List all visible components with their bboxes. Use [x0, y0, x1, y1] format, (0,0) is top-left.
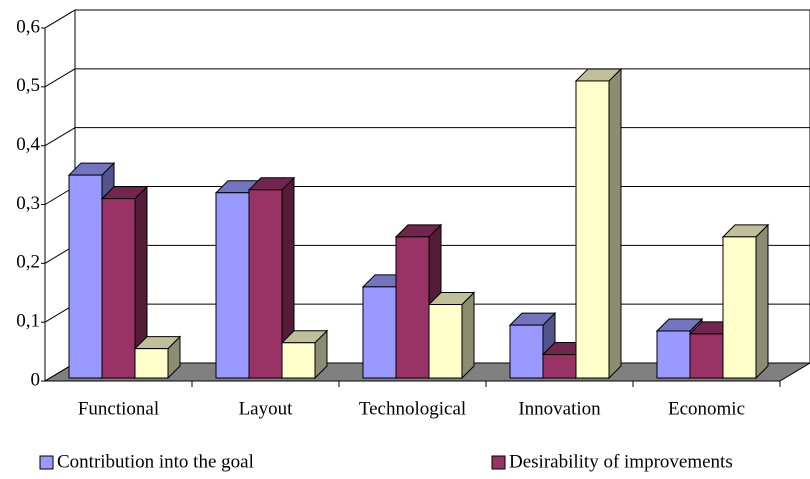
- bar-side: [755, 223, 769, 380]
- bar: [722, 236, 757, 379]
- y-tick-label: 0,6: [16, 16, 40, 37]
- x-tick-label: Innovation: [518, 398, 601, 419]
- x-tick-label: Functional: [78, 398, 159, 419]
- y-tick-label: 0,5: [16, 75, 40, 96]
- bar: [395, 236, 430, 379]
- bar: [248, 189, 283, 379]
- y-tick-label: 0: [31, 369, 41, 390]
- legend-label: Desirability of improvements: [509, 451, 733, 472]
- bar: [215, 192, 250, 379]
- grid-side: [44, 9, 76, 29]
- bar: [101, 198, 136, 379]
- x-tick-label: Economic: [668, 398, 745, 419]
- bar: [656, 330, 691, 379]
- grid-side: [44, 68, 76, 88]
- y-tick-label: 0,4: [16, 134, 40, 155]
- legend-swatch: [491, 455, 506, 470]
- y-tick-label: 0,3: [16, 193, 40, 214]
- bar: [509, 324, 544, 379]
- legend-swatch: [39, 455, 54, 470]
- bar: [68, 174, 103, 379]
- bar-side: [608, 67, 622, 380]
- bar: [575, 80, 610, 379]
- bar: [428, 304, 463, 379]
- x-tick-label: Technological: [359, 398, 466, 419]
- bar: [134, 348, 169, 379]
- bar: [362, 286, 397, 379]
- bar: [281, 342, 316, 379]
- y-tick-label: 0,2: [16, 252, 40, 273]
- bar-side: [461, 291, 475, 380]
- grid-side: [44, 127, 76, 147]
- legend-label: Contribution into the goal: [57, 451, 254, 472]
- bar: [542, 354, 577, 379]
- bar: [689, 333, 724, 379]
- y-tick-label: 0,1: [16, 311, 40, 332]
- x-tick-label: Layout: [239, 398, 294, 419]
